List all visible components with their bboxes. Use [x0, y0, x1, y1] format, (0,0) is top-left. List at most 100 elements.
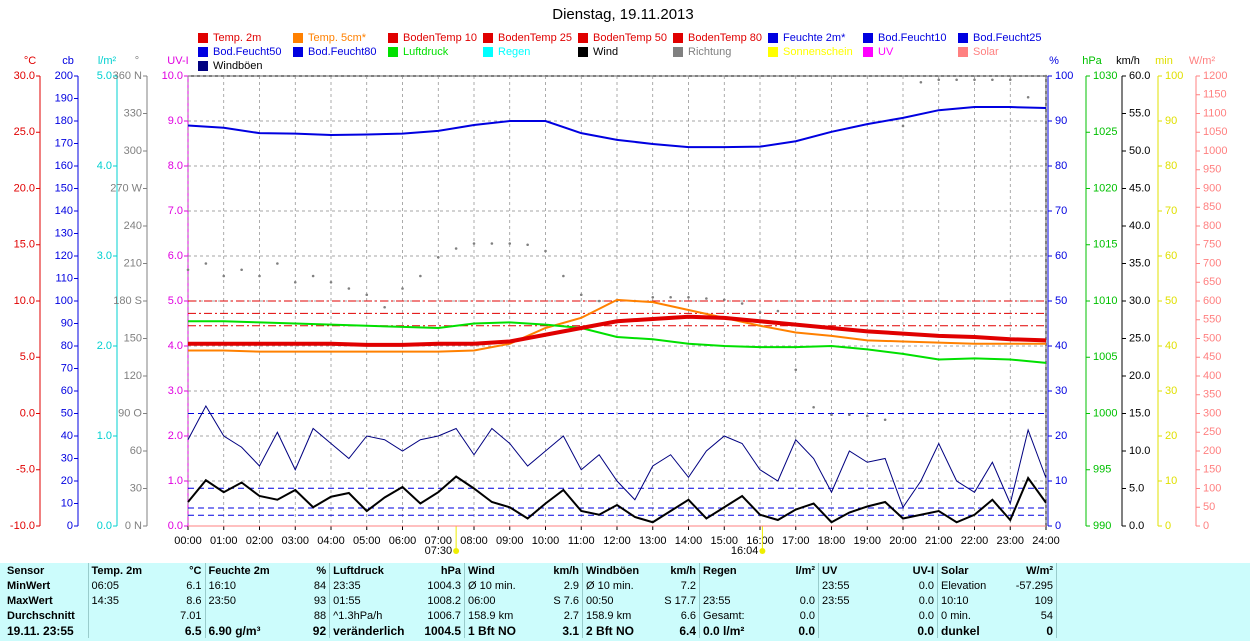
table-cell: °C: [148, 563, 206, 578]
y-tick-label: 110: [55, 272, 73, 284]
table-cell: 6.1: [148, 578, 206, 593]
table-cell: 1008.2: [407, 593, 466, 608]
data-point: [937, 78, 941, 82]
y-tick-label: 50.0: [1129, 145, 1150, 157]
legend-swatch: [388, 33, 398, 43]
y-tick-label: 60: [1165, 250, 1177, 262]
table-cell: 14:35: [91, 594, 120, 607]
table-cell: 0.0: [880, 623, 939, 638]
table-cell: W/m²: [999, 563, 1058, 578]
y-tick-label: 90 O: [118, 407, 142, 419]
axis-unit: km/h: [1116, 55, 1140, 67]
y-tick-label: 1200: [1203, 70, 1227, 82]
table-cell: [761, 578, 820, 593]
y-tick-label: 900: [1203, 182, 1221, 194]
y-tick-label: 5.0: [97, 70, 112, 82]
y-tick-label: 40: [1165, 340, 1177, 352]
data-point: [1008, 78, 1012, 82]
table-cell: 6.90 g/m³: [208, 623, 261, 638]
y-tick-label: 90: [1165, 115, 1177, 127]
y-tick-label: 5.0: [1129, 482, 1144, 494]
y-tick-label: 60: [61, 385, 73, 397]
table-row: 19.11. 23:55 6.5 6.90 g/m³ 92 veränderlich 10…: [4, 623, 1058, 638]
table-cell: dunkel: [941, 623, 980, 638]
y-tick-label: 170: [55, 137, 73, 149]
y-tick-label: 700: [1203, 257, 1221, 269]
data-point: [293, 280, 297, 284]
y-tick-label: 30: [130, 482, 142, 494]
data-point: [740, 302, 744, 305]
y-tick-label: 15.0: [14, 239, 35, 251]
x-tick-label: 17:00: [782, 535, 810, 547]
y-tick-label: 60: [1055, 250, 1067, 262]
legend-swatch: [483, 33, 493, 43]
data-point: [347, 287, 351, 290]
legend-swatch: [483, 47, 493, 57]
legend-label: Richtung: [688, 46, 731, 58]
y-tick-label: 240: [124, 220, 142, 232]
data-point: [526, 243, 529, 247]
table-cell: hPa: [407, 563, 466, 578]
axis-unit: %: [1049, 55, 1059, 67]
y-tick-label: 0.0: [1129, 520, 1144, 532]
y-tick-label: 40: [61, 430, 73, 442]
table-cell: Elevation: [941, 579, 987, 592]
legend-swatch: [863, 47, 873, 57]
table-cell: 0.0: [880, 608, 939, 623]
y-tick-label: 25.0: [14, 126, 35, 138]
y-tick-label: 30.0: [1129, 295, 1150, 307]
y-tick-label: 30: [61, 452, 73, 464]
axis-unit: °C: [24, 55, 36, 67]
legend-label: BodenTemp 25: [498, 32, 572, 44]
x-tick-label: 01:00: [210, 535, 238, 547]
table-cell: km/h: [526, 563, 584, 578]
data-point: [401, 287, 404, 290]
y-tick-label: 20.0: [14, 182, 35, 194]
y-tick-label: 200: [1203, 445, 1221, 457]
table-cell: 0 min.: [941, 609, 971, 622]
y-tick-label: 90: [61, 317, 73, 329]
x-tick-label: 24:00: [1032, 535, 1060, 547]
table-cell: 01:55: [333, 594, 361, 607]
y-tick-label: 2.0: [168, 430, 183, 442]
table-cell: 93: [272, 593, 331, 608]
table-cell: 92: [272, 623, 331, 638]
y-tick-label: 70: [1055, 205, 1067, 217]
y-tick-label: 5.0: [168, 295, 183, 307]
y-tick-label: 180: [55, 115, 73, 127]
legend-swatch: [958, 33, 968, 43]
y-tick-label: 600: [1203, 295, 1221, 307]
table-cell: 0.0: [761, 593, 820, 608]
x-tick-label: 02:00: [246, 535, 274, 547]
x-tick-label: 11:00: [568, 535, 595, 547]
data-point: [883, 418, 887, 422]
y-tick-label: 300: [124, 145, 142, 157]
y-tick-label: -5.0: [16, 464, 35, 476]
y-tick-label: 190: [55, 92, 73, 104]
legend-swatch: [293, 33, 303, 43]
data-point: [1026, 95, 1030, 99]
table-cell: 2.7: [526, 608, 584, 623]
table-cell: l/m²: [761, 563, 820, 578]
x-tick-label: 04:00: [317, 535, 345, 547]
table-cell: Windböen: [586, 564, 640, 577]
table-cell: 06:00: [468, 594, 496, 607]
annotation-label: 07:30: [425, 545, 453, 557]
y-tick-label: 995: [1093, 464, 1111, 476]
legend-swatch: [768, 47, 778, 57]
table-row: Sensor Temp. 2m °C Feuchte 2m% Luftdruck hPa W…: [4, 563, 1058, 578]
data-point: [955, 78, 958, 82]
y-tick-label: 1020: [1093, 182, 1117, 194]
legend-swatch: [768, 33, 778, 43]
table-cell: [205, 608, 273, 623]
table-cell: 8.6: [148, 593, 206, 608]
y-tick-label: 20: [1165, 430, 1177, 442]
y-tick-label: 50: [1055, 295, 1067, 307]
y-tick-label: -10.0: [10, 520, 35, 532]
x-tick-label: 08:00: [460, 535, 488, 547]
y-tick-label: 330: [124, 107, 142, 119]
y-tick-label: 30: [1165, 385, 1177, 397]
y-tick-label: 10.0: [1129, 445, 1150, 457]
y-tick-label: 45.0: [1129, 182, 1150, 194]
y-tick-label: 20.0: [1129, 370, 1150, 382]
